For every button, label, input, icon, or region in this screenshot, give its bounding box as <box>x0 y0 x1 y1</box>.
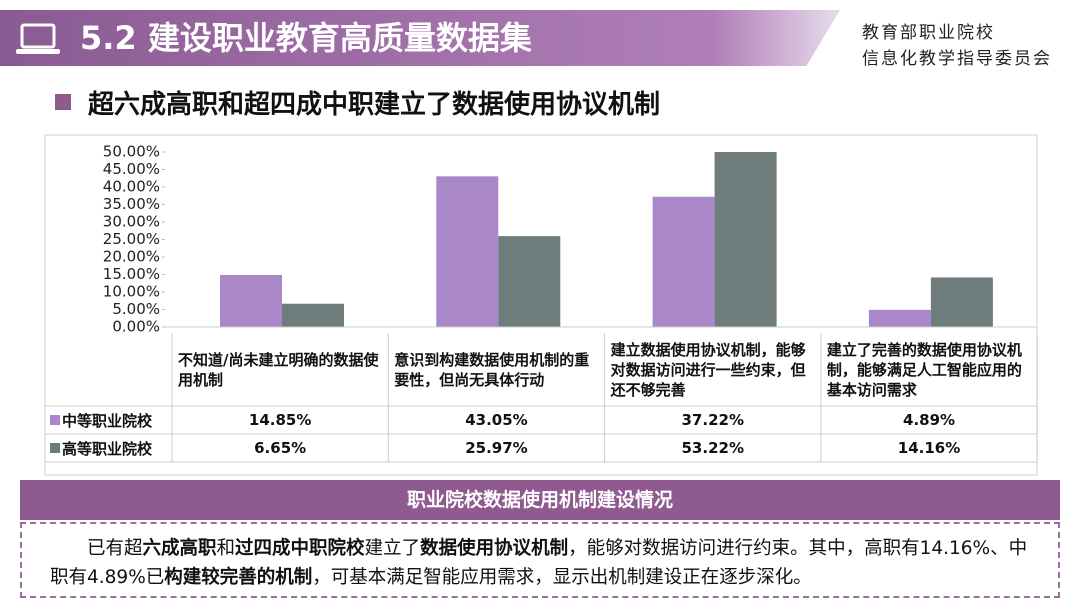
category-label: 建立了完善的数据使用协议机制，能够满足人工智能应用的基本访问需求 <box>826 340 1022 399</box>
text-run: 和 <box>216 538 236 559</box>
bar <box>868 309 931 327</box>
chart-frame <box>44 134 1038 476</box>
y-tick-label: 0.00% <box>112 318 160 336</box>
bullet <box>55 94 71 110</box>
y-tick-label: 10.00% <box>103 283 160 301</box>
y-tick-label: 45.00% <box>103 160 160 178</box>
legend-label: 高等职业院校 <box>62 439 153 458</box>
value-label: 6.65% <box>254 439 307 457</box>
value-label: 37.22% <box>681 411 744 429</box>
y-tick-label: 50.00% <box>103 143 160 161</box>
legend-key <box>50 443 60 453</box>
legend-label: 中等职业院校 <box>62 411 153 430</box>
text-run: 六成高职 <box>142 538 217 559</box>
y-tick-label: 40.00% <box>103 178 160 196</box>
value-label: 14.85% <box>248 411 312 429</box>
bar <box>436 176 499 327</box>
y-tick-label: 5.00% <box>112 300 160 318</box>
bar <box>220 275 282 327</box>
y-tick-label: 25.00% <box>103 230 160 248</box>
laptop-icon <box>16 23 60 54</box>
value-label: 43.05% <box>465 411 528 429</box>
value-label: 53.22% <box>681 439 744 457</box>
text-run: ，可基本满足智能应用需求，显示出机制建设正在逐步深化。 <box>312 567 812 588</box>
bar <box>930 277 993 327</box>
text-run: 建立了 <box>364 538 421 559</box>
category-label: 建立数据使用协议机制，能够对数据访问进行一些约束，但还不够完善 <box>610 340 806 399</box>
y-tick-label: 20.00% <box>103 248 160 266</box>
org-line: 教育部职业院校 <box>862 23 995 43</box>
header-bar <box>0 10 840 66</box>
category-label: 不知道/尚未建立明确的数据使用机制 <box>178 350 379 389</box>
org-line: 信息化教学指导委员会 <box>862 49 1052 69</box>
value-label: 4.89% <box>903 411 956 429</box>
y-tick-label: 35.00% <box>103 195 160 213</box>
text-run: 数据使用协议机制 <box>420 538 569 559</box>
header-title: 5.2 建设职业教育高质量数据集 <box>80 19 532 57</box>
text-run: 过四成中职院校 <box>235 538 365 559</box>
value-label: 14.16% <box>897 439 961 457</box>
bar <box>714 152 777 327</box>
y-tick-label: 30.00% <box>103 213 160 231</box>
category-label: 意识到构建数据使用机制的重要性，但尚无具体行动 <box>394 350 590 389</box>
value-label: 25.97% <box>465 439 528 457</box>
chart: 0.00%5.00%10.00%15.00%20.00%25.00%30.00%… <box>44 134 1038 476</box>
text-run: 已有超 <box>87 538 143 559</box>
bar <box>498 236 561 327</box>
text-run: 构建较完善的机制 <box>164 567 313 588</box>
bar <box>652 196 715 327</box>
plot <box>220 152 993 327</box>
bar <box>282 303 344 327</box>
legend-key <box>50 415 60 425</box>
text-run: ，能够对数据访问进行约束。其中，高职有14.16%、中职有4.89%已 <box>50 538 1028 588</box>
summary-text: 已有超六成高职和过四成中职院校建立了数据使用协议机制，能够对数据访问进行约束。其… <box>20 522 1060 598</box>
subtitle: 超六成高职和超四成中职建立了数据使用协议机制 <box>88 90 661 120</box>
summary-title: 职业院校数据使用机制建设情况 <box>20 480 1060 520</box>
y-tick-label: 15.00% <box>103 265 160 283</box>
